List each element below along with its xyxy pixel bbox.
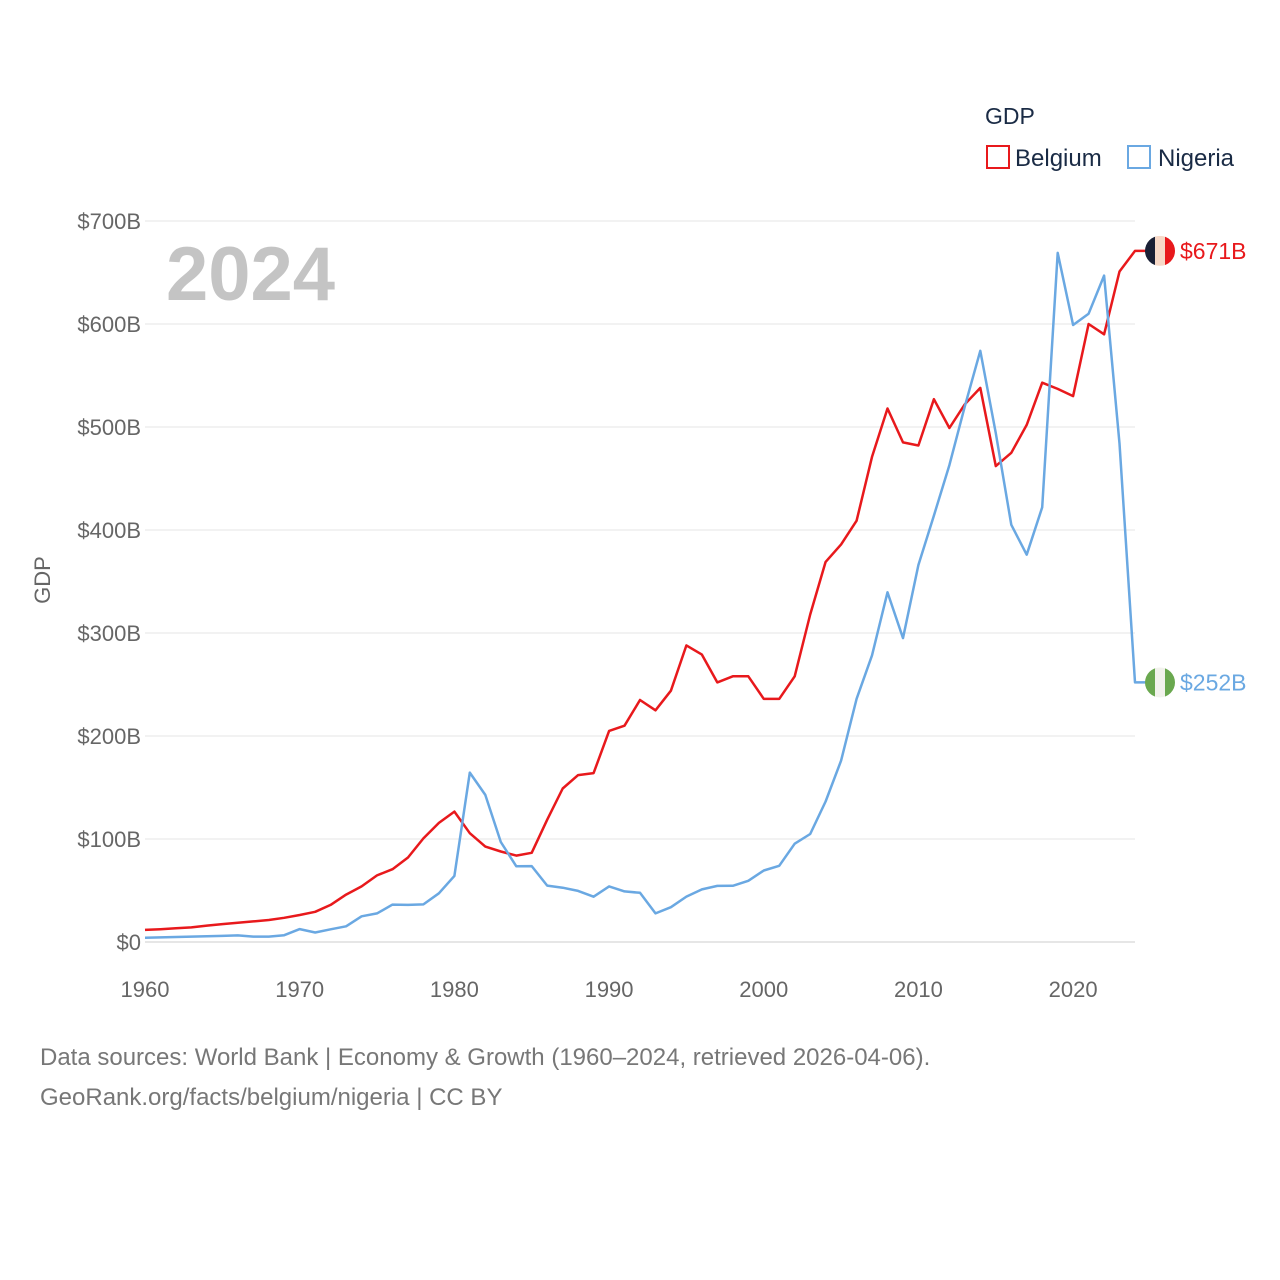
legend-swatch-nigeria[interactable] [1127, 145, 1151, 169]
y-tick-label: $0 [117, 930, 141, 955]
legend-title: GDP [985, 103, 1035, 129]
x-tick-label: 1970 [275, 977, 324, 1002]
nigeria-flag-icon [1145, 667, 1175, 698]
end-value-label-belgium: $671B [1180, 238, 1247, 264]
belgium-flag-icon [1145, 235, 1175, 266]
legend: GDP Belgium Nigeria [985, 103, 1235, 172]
y-tick-label: $300B [77, 621, 141, 646]
x-tick-label: 1980 [430, 977, 479, 1002]
x-tick-label: 1960 [121, 977, 170, 1002]
x-tick-label: 1990 [585, 977, 634, 1002]
footer-attribution: GeoRank.org/facts/belgium/nigeria | CC B… [40, 1084, 503, 1111]
x-tick-label: 2010 [894, 977, 943, 1002]
series-end-labels: $671B $252B [1145, 235, 1247, 698]
x-tick-label: 2020 [1049, 977, 1098, 1002]
y-tick-label: $700B [77, 209, 141, 234]
y-tick-label: $100B [77, 827, 141, 852]
end-value-label-nigeria: $252B [1180, 669, 1247, 695]
series-line-nigeria[interactable] [144, 251, 1160, 939]
series-line-belgium[interactable] [144, 249, 1160, 932]
year-label: 2024 [166, 232, 335, 317]
y-axis-ticks: $0 $100B $200B $300B $400B $500B $600B $700B [77, 209, 141, 955]
x-tick-label: 2000 [739, 977, 788, 1002]
y-tick-label: $200B [77, 724, 141, 749]
y-tick-label: $600B [77, 312, 141, 337]
legend-label-belgium[interactable]: Belgium [1015, 145, 1102, 172]
series-lines [144, 249, 1160, 939]
footer-sources: Data sources: World Bank | Economy & Gro… [40, 1044, 931, 1071]
y-tick-label: $400B [77, 518, 141, 543]
x-axis-ticks: 1960 1970 1980 1990 2000 2010 2020 [121, 977, 1098, 1002]
legend-swatch-belgium[interactable] [986, 145, 1010, 169]
y-tick-label: $500B [77, 415, 141, 440]
legend-label-nigeria[interactable]: Nigeria [1158, 145, 1235, 172]
y-axis-label: GDP [30, 556, 55, 604]
gridlines [145, 220, 1135, 943]
